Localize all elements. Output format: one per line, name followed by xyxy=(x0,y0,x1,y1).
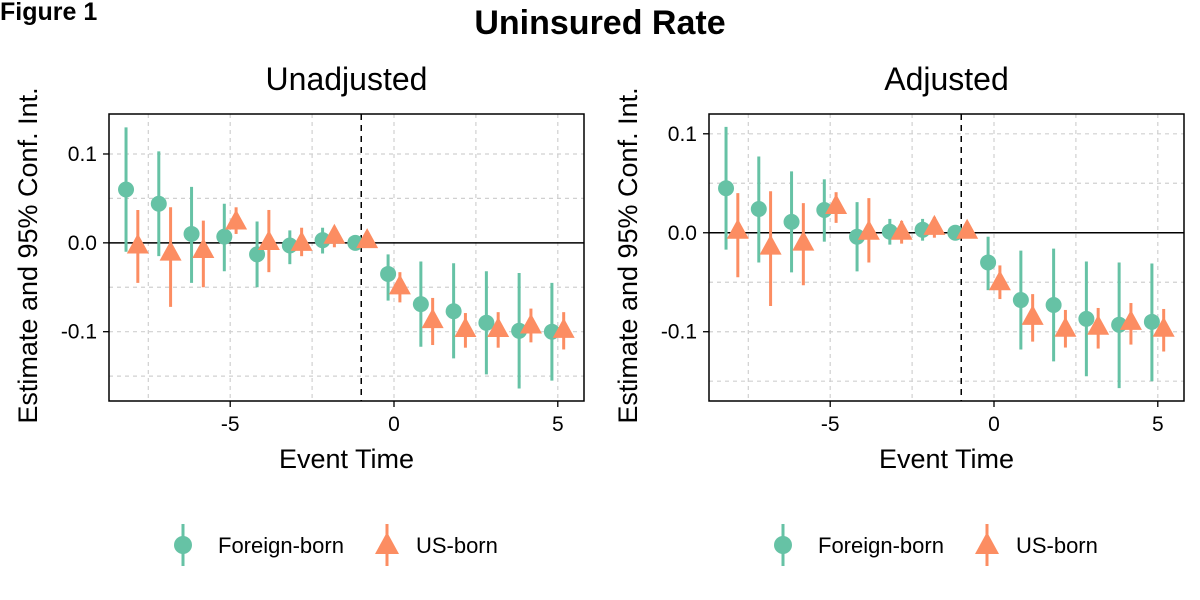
data-point xyxy=(857,219,880,240)
data-point xyxy=(445,303,462,320)
data-point xyxy=(1119,309,1142,330)
legend-item-us-born: US-born xyxy=(366,520,498,572)
data-point xyxy=(118,181,135,198)
data-point xyxy=(412,296,429,313)
data-point xyxy=(487,317,510,338)
data-point xyxy=(1078,310,1095,327)
data-point xyxy=(290,230,313,251)
data-point xyxy=(759,234,782,255)
data-point xyxy=(192,237,215,258)
data-point xyxy=(1143,313,1160,330)
series-us-born xyxy=(726,191,1175,352)
data-point xyxy=(890,219,913,240)
data-point xyxy=(314,232,331,249)
y-tick-label: 0.1 xyxy=(68,143,97,166)
legend-left: Foreign-born US-born xyxy=(168,520,520,572)
legend-item-foreign-born: Foreign-born xyxy=(768,520,944,572)
data-point xyxy=(511,322,528,339)
figure-label: Figure 1 xyxy=(0,0,98,26)
x-axis-label: Event Time xyxy=(279,444,414,474)
y-tick-label: 0.1 xyxy=(668,123,697,146)
data-point xyxy=(249,246,266,263)
triangle-marker-icon xyxy=(374,524,399,566)
data-point xyxy=(454,317,477,338)
data-point xyxy=(956,218,979,239)
data-point xyxy=(225,209,248,230)
plot-area xyxy=(109,114,584,401)
panel-unadjusted xyxy=(103,113,585,407)
data-point xyxy=(726,218,749,239)
data-point xyxy=(718,180,735,197)
data-point xyxy=(519,313,542,334)
data-point xyxy=(1021,304,1044,325)
data-point xyxy=(849,228,866,245)
data-point xyxy=(988,270,1011,291)
data-point xyxy=(1087,314,1110,335)
data-point xyxy=(421,308,444,329)
data-point xyxy=(323,223,346,244)
data-point xyxy=(388,274,411,295)
data-point xyxy=(216,228,233,245)
data-point xyxy=(159,240,182,261)
series-foreign-born xyxy=(718,126,1160,389)
panel-border xyxy=(108,113,585,402)
x-axis-label: Event Time xyxy=(879,444,1014,474)
y-tick-label: -0.1 xyxy=(61,321,97,344)
series-us-born xyxy=(126,207,575,350)
y-tick-label: -0.1 xyxy=(661,321,697,344)
legend-item-foreign-born: Foreign-born xyxy=(168,520,344,572)
data-point xyxy=(980,254,997,271)
data-point xyxy=(380,265,397,282)
circle-marker-icon xyxy=(774,524,792,566)
y-tick-label: 0.0 xyxy=(668,222,697,245)
y-axis-label: Estimate and 95% Conf. Int. xyxy=(613,87,643,423)
data-point xyxy=(552,317,575,338)
x-tick-label: 0 xyxy=(388,413,400,436)
x-tick-label: 5 xyxy=(1152,413,1164,436)
figure-title: Uninsured Rate xyxy=(474,4,726,42)
data-point xyxy=(825,194,848,215)
legend-label-us-born: US-born xyxy=(415,533,498,558)
data-point xyxy=(750,201,767,218)
panel-border xyxy=(708,113,1185,402)
legend-label-us-born: US-born xyxy=(1015,533,1098,558)
x-tick-label: 5 xyxy=(552,413,564,436)
data-point xyxy=(923,214,946,235)
legend-label-foreign-born: Foreign-born xyxy=(818,533,944,558)
plot-area xyxy=(709,114,1184,401)
data-point xyxy=(257,229,280,250)
x-tick-label: -5 xyxy=(221,413,240,436)
circle-marker-icon xyxy=(174,524,192,566)
x-tick-label: 0 xyxy=(988,413,1000,436)
data-point xyxy=(1045,297,1062,314)
data-point xyxy=(1152,316,1175,337)
data-point xyxy=(126,233,149,254)
data-point xyxy=(150,195,167,212)
panel-title: Unadjusted xyxy=(266,61,428,97)
legend-right: Foreign-born US-born xyxy=(768,520,1120,572)
chart-canvas: -5 0 5 0.1 0.0 -0.1 Unadjusted Event Time Estima… xyxy=(13,61,1185,474)
panel-title: Adjusted xyxy=(884,61,1009,97)
x-tick-label: -5 xyxy=(821,413,840,436)
data-point xyxy=(792,230,815,251)
data-point xyxy=(783,213,800,230)
triangle-marker-icon xyxy=(974,524,999,566)
legend-label-foreign-born: Foreign-born xyxy=(218,533,344,558)
data-point xyxy=(478,314,495,331)
panel-adjusted xyxy=(703,113,1185,407)
series-foreign-born xyxy=(118,127,560,389)
data-point xyxy=(356,228,379,249)
data-point xyxy=(1012,292,1029,309)
data-point xyxy=(183,225,200,242)
y-tick-label: 0.0 xyxy=(68,232,97,255)
legend-item-us-born: US-born xyxy=(966,520,1098,572)
y-axis-label: Estimate and 95% Conf. Int. xyxy=(13,87,43,423)
data-point xyxy=(1054,316,1077,337)
